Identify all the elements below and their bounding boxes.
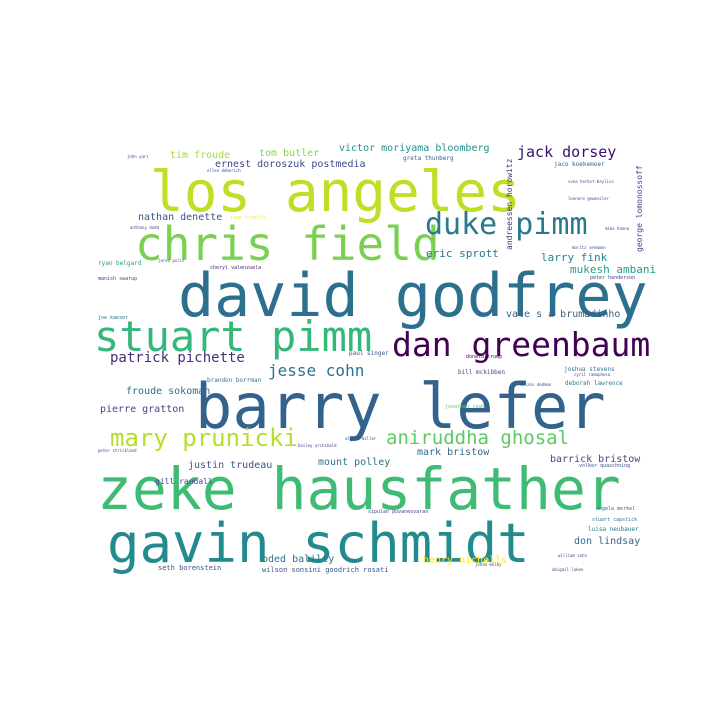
word: andreessen horowitz xyxy=(505,158,514,250)
word: svea herbst-bayliss xyxy=(568,179,614,184)
word: john yari xyxy=(127,154,149,159)
word: alicia miller xyxy=(345,436,377,441)
word: mount polley xyxy=(318,457,390,468)
word: mukesh ambani xyxy=(570,263,656,276)
word: gill randall xyxy=(155,477,213,486)
word: peter strickland xyxy=(98,448,137,453)
word: stuart capstick xyxy=(592,517,637,523)
word: froude sokoman xyxy=(126,386,210,397)
word: justin trudeau xyxy=(188,460,272,471)
word: oded balilty xyxy=(262,554,334,565)
word: joe kaeser xyxy=(98,315,128,321)
word: deborah lawrence xyxy=(565,380,623,387)
word: ryan belgard xyxy=(98,260,142,267)
word: jared polis xyxy=(158,258,185,263)
word: vale s a brumadinho xyxy=(506,309,620,320)
word: abigail luken xyxy=(552,567,584,572)
word: bailey archibald xyxy=(298,443,337,448)
word: jonathan raab xyxy=(445,404,484,410)
word: joshua stevens xyxy=(564,366,615,373)
word: jack dorsey xyxy=(517,143,616,161)
word: don lindsay xyxy=(574,536,640,547)
word: henry nicholls xyxy=(423,555,507,566)
word: gavin schmidt xyxy=(107,512,530,575)
word: cheryl valenzuela xyxy=(210,265,261,271)
word: barrick bristow xyxy=(550,454,641,465)
word: mark bristow xyxy=(417,447,490,458)
word: mike hanna xyxy=(605,226,630,231)
word: larry fink xyxy=(541,251,608,264)
word: chris field xyxy=(135,217,440,271)
word: pierre gratton xyxy=(100,404,184,415)
word: sipulan puvanesvaran xyxy=(368,509,428,515)
word: dan greenbaum xyxy=(392,325,650,364)
word: johan melby xyxy=(475,562,502,567)
word: tim froude xyxy=(170,150,230,161)
word: manish swarup xyxy=(98,276,137,282)
word: stuart pimm xyxy=(94,312,372,361)
word: moritz seemann xyxy=(572,245,606,250)
word: nathan denette xyxy=(138,212,222,223)
word: leonore gewessler xyxy=(568,196,610,201)
word: donald trump xyxy=(466,354,502,360)
word: jaco koekemoer xyxy=(554,161,605,168)
word: eric sprott xyxy=(426,247,499,260)
word: peter henderson xyxy=(590,275,635,281)
word: angela merkel xyxy=(596,506,635,512)
word: tom butler xyxy=(259,148,319,159)
word: duke pimm xyxy=(425,207,588,242)
word: cyril ramaphosa xyxy=(574,372,611,377)
word: wilson sonsini goodrich rosati xyxy=(262,566,388,574)
word: paul singer xyxy=(349,350,389,357)
word: los angeles xyxy=(150,160,521,225)
word: anthony dodd xyxy=(130,225,159,230)
word: jesse cohn xyxy=(268,361,364,380)
word: mary prunicki xyxy=(110,424,298,452)
word: aniruddha ghosal xyxy=(386,427,569,449)
word: barry lefer xyxy=(195,370,606,443)
word: ernest doroszuk postmedia xyxy=(215,159,366,170)
word: patrick pichette xyxy=(110,350,245,366)
word: greta thunberg xyxy=(403,155,454,162)
word: william sohn xyxy=(558,553,587,558)
word: george lomonossoff xyxy=(635,165,644,252)
word: volker quaschning xyxy=(579,463,630,469)
word: bill mckibben xyxy=(458,369,505,376)
word: jono kraftik xyxy=(230,215,266,221)
word: mclain dedmon xyxy=(520,382,552,387)
word: victor moriyama bloomberg xyxy=(339,143,490,154)
word: seth borenstein xyxy=(158,564,221,572)
word: ellen deberich xyxy=(207,168,241,173)
word: zeke hausfather xyxy=(97,455,621,523)
word: brandon borrman xyxy=(207,377,262,384)
word: luisa neubauer xyxy=(588,526,639,533)
word: david godfrey xyxy=(178,261,648,331)
